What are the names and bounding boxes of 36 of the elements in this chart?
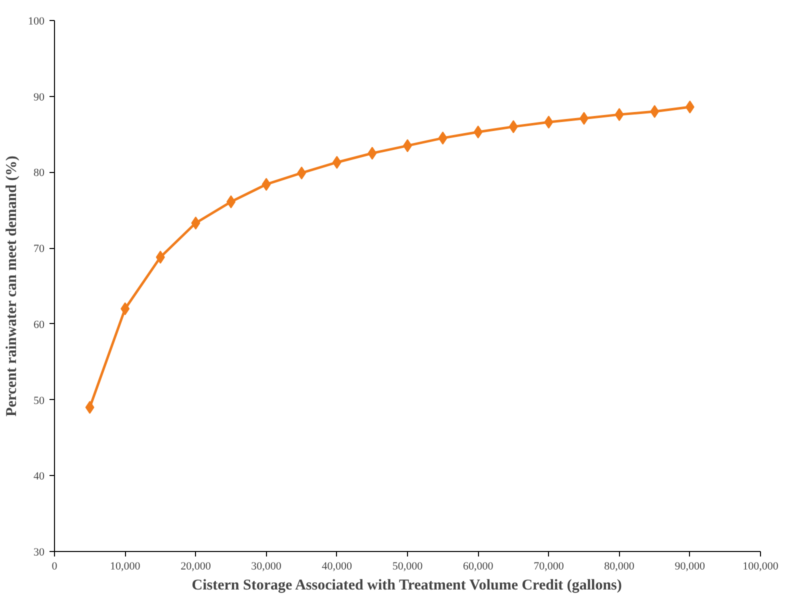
x-tick-label: 50,000 [392,560,424,572]
point [474,126,483,139]
x-tick-label: 30,000 [251,560,282,572]
y-tick-label: 50 [34,394,45,407]
y-tick-label: 30 [34,546,45,558]
x-tick-label: 10,000 [110,560,141,572]
y-axis-title: Percent rainwater can meet demand (%) [4,156,20,416]
point [297,166,306,180]
point [544,116,554,129]
x-tick-label: 100,000 [742,560,779,572]
point [685,100,694,114]
point [262,178,271,191]
point [508,120,518,134]
point [156,250,165,264]
point [191,216,200,230]
x-tick-label: 40,000 [322,560,353,572]
point [332,156,342,169]
point [368,146,377,160]
y-tick-label: 80 [34,167,45,180]
y-tick-label: 70 [34,243,45,256]
point [614,108,624,122]
y-tick-label: 60 [34,318,45,331]
x-tick-label: 20,000 [180,560,212,572]
x-axis-title: Cistern Storage Associated with Treatment Volume Credit (gallons) [192,578,622,594]
x-tick-label: 60,000 [462,560,494,572]
point [438,132,448,145]
y-tick-label: 40 [34,470,45,483]
point [650,105,660,118]
x-tick-label: 70,000 [534,560,564,572]
x-tick-label: 0 [52,560,58,572]
y-tick-label: 90 [34,91,45,104]
y-tick-label: 100 [28,16,45,28]
point [120,302,130,316]
point [85,400,94,414]
x-tick-label: 90,000 [674,560,706,572]
x-tick-label: 80,000 [604,560,635,572]
